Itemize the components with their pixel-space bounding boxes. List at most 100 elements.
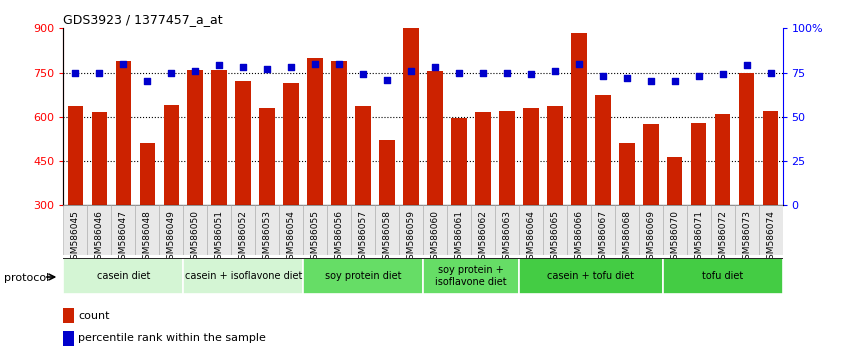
Bar <box>327 205 351 255</box>
Bar <box>451 118 467 205</box>
Bar <box>399 205 423 255</box>
Bar <box>63 258 184 294</box>
Bar <box>63 308 74 323</box>
Text: percentile rank within the sample: percentile rank within the sample <box>78 333 266 343</box>
Point <box>308 61 321 67</box>
Point <box>332 61 346 67</box>
Text: GSM586051: GSM586051 <box>215 210 223 265</box>
Bar <box>687 205 711 255</box>
Bar <box>188 70 203 205</box>
Bar <box>135 205 159 255</box>
Bar <box>255 205 279 255</box>
Text: GSM586060: GSM586060 <box>431 210 439 265</box>
Bar <box>112 205 135 255</box>
Point <box>667 79 681 84</box>
Text: GSM586057: GSM586057 <box>359 210 367 265</box>
Bar <box>543 205 567 255</box>
Bar <box>379 141 395 205</box>
Bar <box>159 205 184 255</box>
Point <box>164 70 178 75</box>
Bar <box>495 205 519 255</box>
Point <box>404 68 418 74</box>
Text: GSM586072: GSM586072 <box>718 210 727 265</box>
Bar <box>423 205 447 255</box>
Bar <box>662 205 687 255</box>
Bar <box>116 61 131 205</box>
Text: GSM586053: GSM586053 <box>263 210 272 265</box>
Bar <box>759 205 783 255</box>
Point <box>500 70 514 75</box>
Text: GSM586046: GSM586046 <box>95 210 104 265</box>
Bar <box>87 205 112 255</box>
Bar <box>619 143 634 205</box>
Text: GSM586067: GSM586067 <box>598 210 607 265</box>
Bar <box>163 105 179 205</box>
Text: casein diet: casein diet <box>96 271 150 281</box>
Text: GSM586059: GSM586059 <box>407 210 415 265</box>
Bar <box>643 124 658 205</box>
Point <box>212 63 226 68</box>
Text: GSM586056: GSM586056 <box>335 210 343 265</box>
Bar <box>715 114 730 205</box>
Bar <box>471 205 495 255</box>
Point <box>140 79 154 84</box>
Text: count: count <box>78 311 110 321</box>
Text: GSM586073: GSM586073 <box>742 210 751 265</box>
Point <box>380 77 393 82</box>
Point <box>356 72 370 77</box>
Bar <box>63 205 87 255</box>
Bar <box>423 258 519 294</box>
Bar <box>763 111 778 205</box>
Text: GSM586063: GSM586063 <box>503 210 511 265</box>
Bar <box>711 205 734 255</box>
Bar <box>404 28 419 205</box>
Text: GSM586068: GSM586068 <box>623 210 631 265</box>
Bar <box>375 205 399 255</box>
Text: casein + isoflavone diet: casein + isoflavone diet <box>184 271 302 281</box>
Text: casein + tofu diet: casein + tofu diet <box>547 271 634 281</box>
Bar <box>260 108 275 205</box>
Bar <box>567 205 591 255</box>
Bar <box>667 156 683 205</box>
Bar <box>332 61 347 205</box>
Point <box>69 70 82 75</box>
Text: GSM586066: GSM586066 <box>574 210 583 265</box>
Text: GSM586061: GSM586061 <box>454 210 464 265</box>
Bar <box>91 113 107 205</box>
Point <box>716 72 729 77</box>
Bar <box>303 205 327 255</box>
Text: GSM586055: GSM586055 <box>310 210 320 265</box>
Text: GSM586054: GSM586054 <box>287 210 295 265</box>
Point <box>524 72 537 77</box>
Bar <box>68 107 83 205</box>
Bar <box>662 258 783 294</box>
Bar <box>739 73 755 205</box>
Text: GSM586064: GSM586064 <box>526 210 536 265</box>
Bar <box>475 113 491 205</box>
Bar <box>235 81 251 205</box>
Text: GSM586050: GSM586050 <box>191 210 200 265</box>
Point <box>596 73 609 79</box>
Point <box>236 64 250 70</box>
Text: GSM586065: GSM586065 <box>551 210 559 265</box>
Point <box>189 68 202 74</box>
Bar <box>303 258 423 294</box>
Bar <box>355 107 371 205</box>
Point <box>284 64 298 70</box>
Bar <box>427 71 442 205</box>
Point <box>692 73 706 79</box>
Text: GDS3923 / 1377457_a_at: GDS3923 / 1377457_a_at <box>63 13 223 26</box>
Bar <box>307 58 323 205</box>
Point <box>764 70 777 75</box>
Bar <box>447 205 471 255</box>
Bar <box>279 205 303 255</box>
Bar <box>283 83 299 205</box>
Bar <box>519 258 662 294</box>
Text: GSM586048: GSM586048 <box>143 210 151 265</box>
Point <box>476 70 490 75</box>
Text: tofu diet: tofu diet <box>702 271 744 281</box>
Bar <box>207 205 231 255</box>
Bar <box>734 205 759 255</box>
Text: GSM586074: GSM586074 <box>766 210 775 265</box>
Bar <box>519 205 543 255</box>
